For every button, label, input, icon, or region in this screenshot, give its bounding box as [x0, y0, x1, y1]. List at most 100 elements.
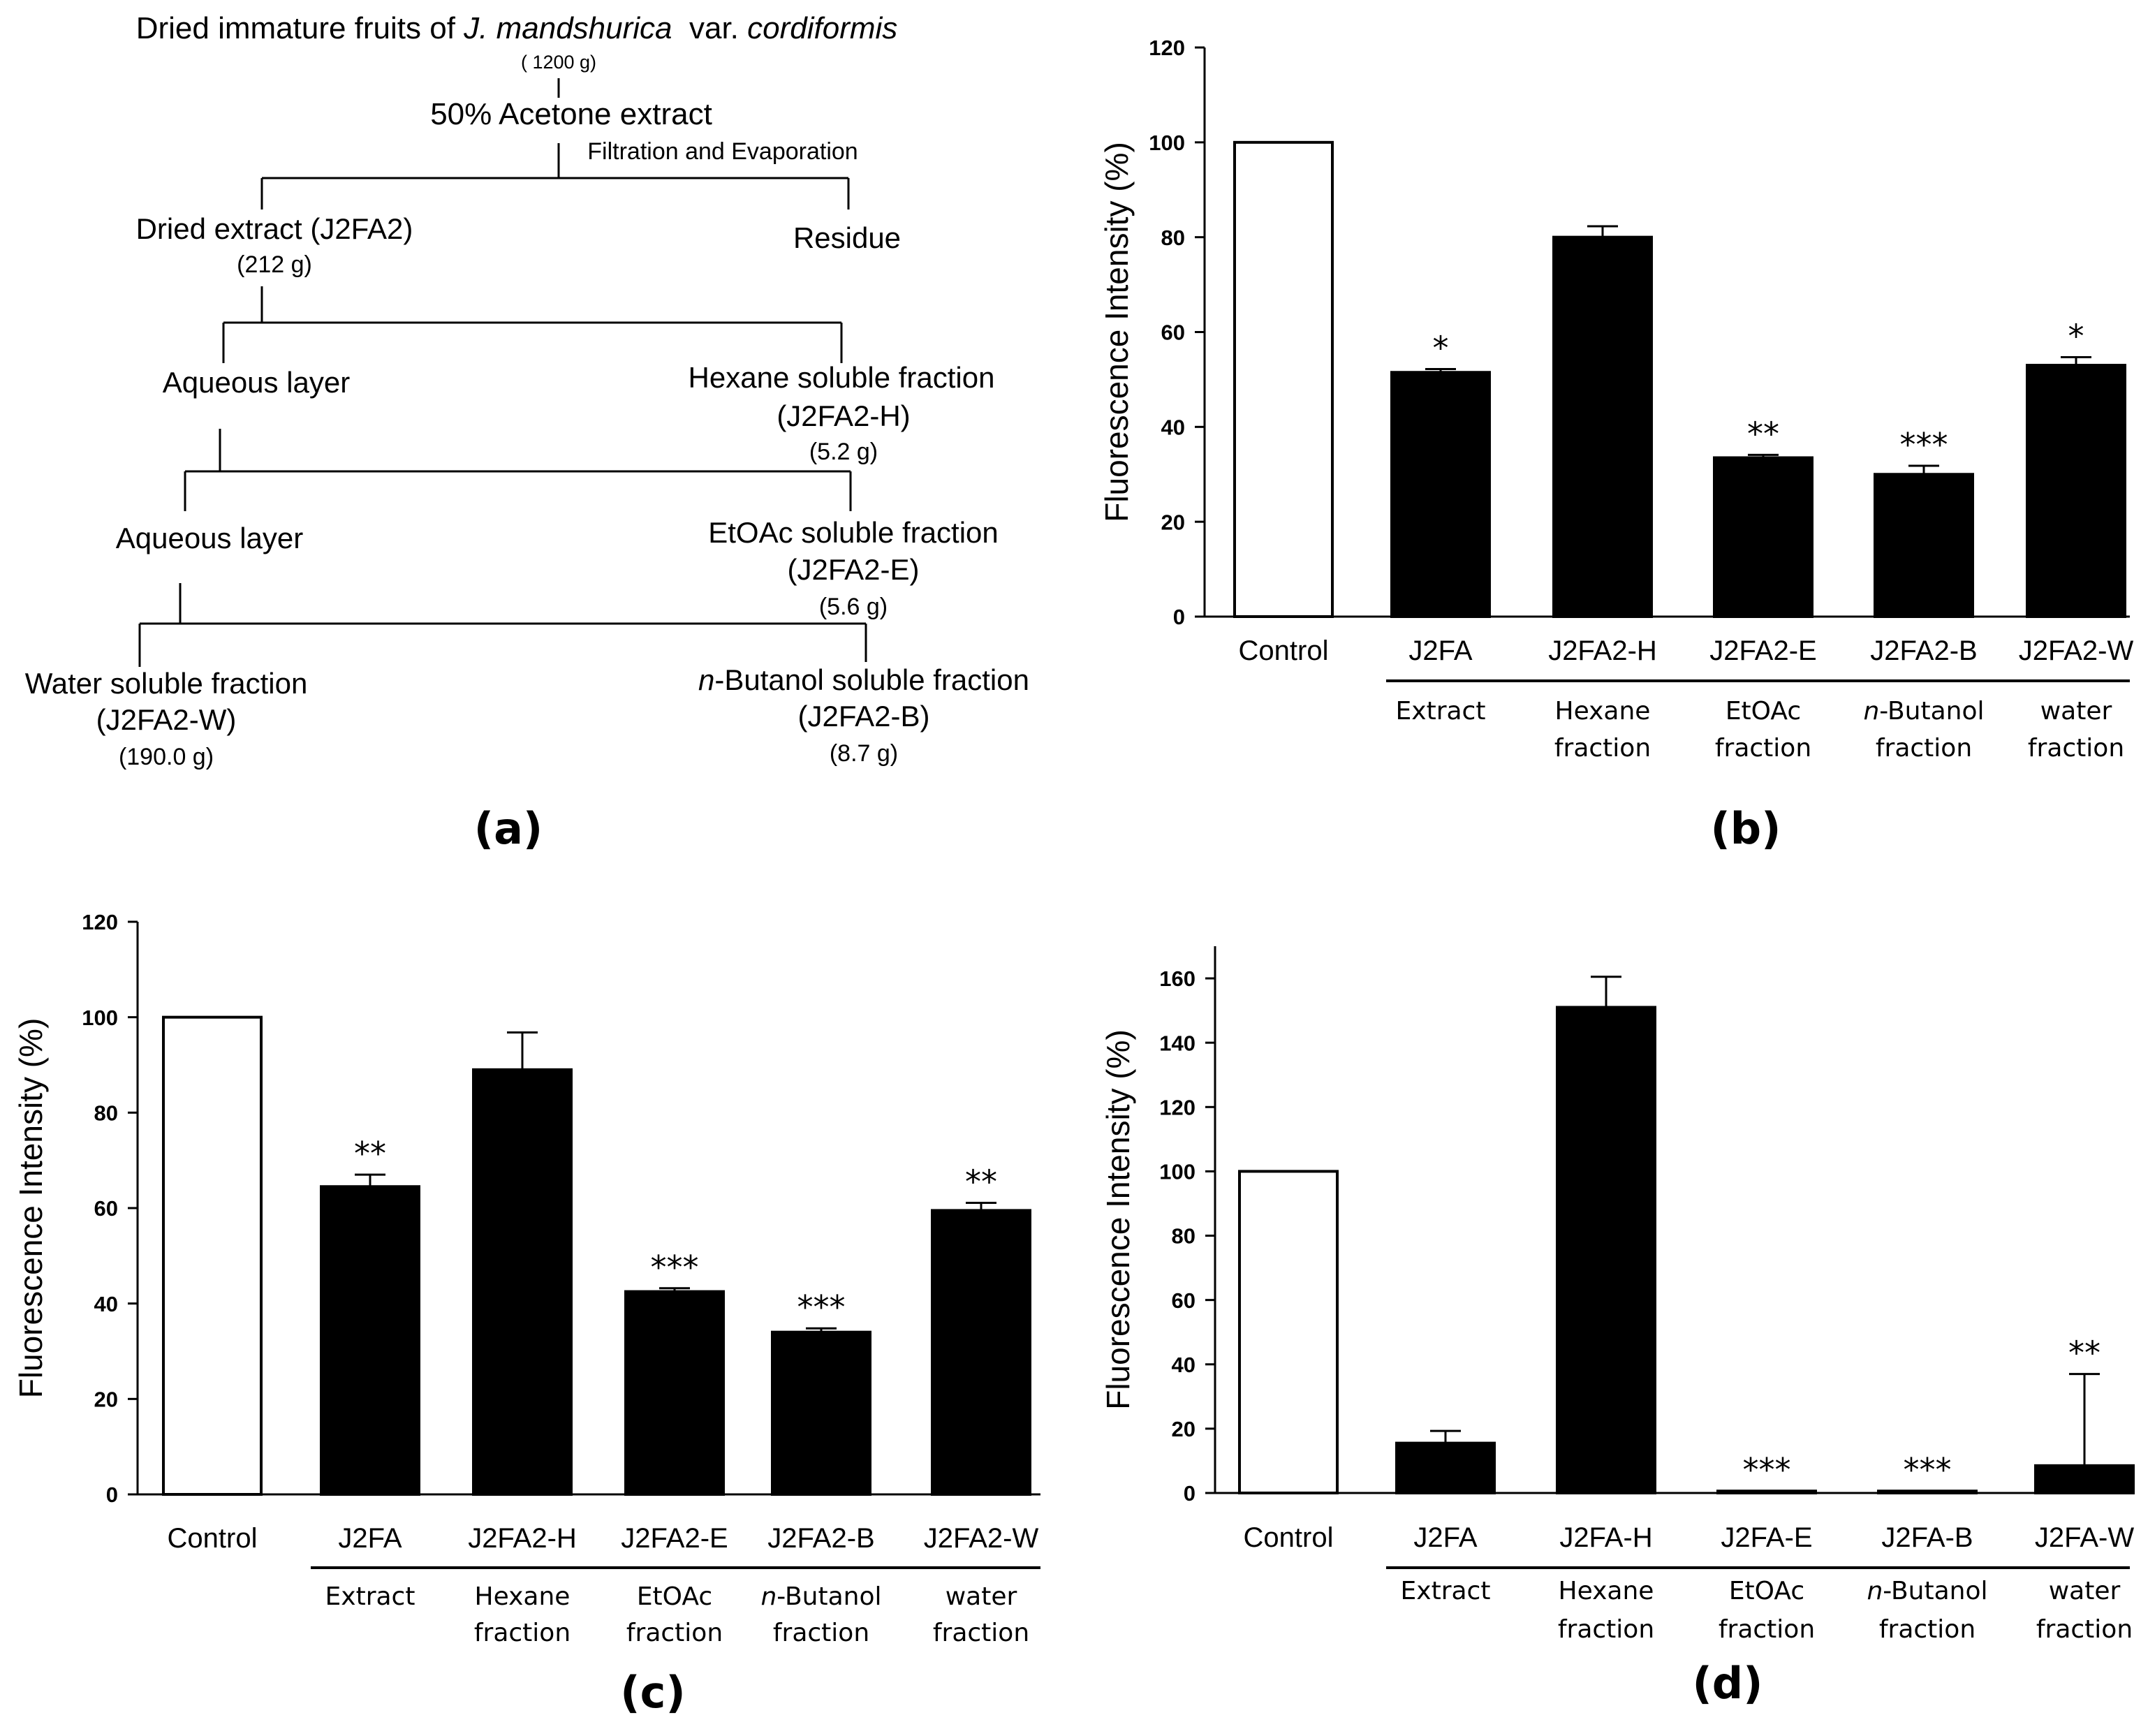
- significance-marker: **: [1747, 415, 1779, 453]
- flow-start-mass: ( 1200 g): [521, 52, 596, 73]
- bar-j2fa: [320, 1185, 420, 1496]
- x-sub-label: fraction: [1879, 1615, 1976, 1644]
- flow-residue: Residue: [793, 221, 901, 254]
- flow-etoac-fraction: EtOAc soluble fraction: [708, 516, 999, 549]
- x-category-label: J2FA-W: [2035, 1522, 2134, 1553]
- bar-j2fa-e: [1716, 1489, 1817, 1495]
- flow-butanol-fraction: n-Butanol soluble fraction: [698, 663, 1029, 696]
- x-sub-label: Extract: [325, 1582, 415, 1611]
- bar-j2fa2-w: [931, 1209, 1031, 1496]
- bar-control: [162, 1015, 263, 1496]
- x-sub-label: EtOAc: [1726, 697, 1801, 726]
- x-sub-label: fraction: [1715, 734, 1811, 763]
- significance-marker: **: [354, 1135, 386, 1172]
- significance-marker: ***: [797, 1288, 846, 1326]
- x-category-label: J2FA2-E: [621, 1523, 728, 1554]
- chart-panel-c: 0 20 40 60 80 100 120 Fluorescence Intensity (%…: [13, 910, 1040, 1647]
- x-sub-label: fraction: [2028, 734, 2124, 763]
- bar-j2fa2-w: [2026, 364, 2126, 619]
- x-sub-label: fraction: [1876, 734, 1972, 763]
- x-sub-label: water: [946, 1582, 1017, 1611]
- y-tick-label: 100: [1159, 1160, 1195, 1184]
- extraction-flowchart: Dried immature fruits of J. mandshurica …: [25, 11, 1029, 770]
- x-sub-label: fraction: [2036, 1615, 2133, 1644]
- y-tick-label: 80: [1172, 1224, 1195, 1249]
- x-sub-label: Hexane: [1559, 1577, 1654, 1605]
- flowchart-connectors: [138, 78, 867, 667]
- bar-j2fa-b: [1877, 1489, 1978, 1495]
- y-axis-label: Fluorescence Intensity (%): [1098, 142, 1135, 522]
- x-sub-label: EtOAc: [637, 1582, 712, 1611]
- x-category-label: J2FA: [338, 1523, 402, 1554]
- x-category-label: J2FA: [1408, 635, 1472, 666]
- x-sub-label: n-Butanol: [1867, 1577, 1987, 1605]
- x-category-label: Control: [1239, 635, 1329, 666]
- x-sub-label: Hexane: [1555, 697, 1651, 726]
- bar-j2fa2-e: [624, 1290, 725, 1496]
- significance-marker: *: [1433, 329, 1449, 367]
- y-tick-label: 0: [1173, 605, 1185, 629]
- flow-title: Dried immature fruits of J. mandshurica …: [136, 11, 898, 45]
- y-tick-label: 80: [1161, 226, 1185, 250]
- x-sub-label: Extract: [1401, 1577, 1491, 1605]
- flow-dried-extract: Dried extract (J2FA2): [136, 212, 413, 245]
- significance-marker: **: [2068, 1334, 2100, 1372]
- y-axis-label: Fluorescence Intensity (%): [1100, 1029, 1136, 1410]
- flow-acetone-extract: 50% Acetone extract: [430, 97, 712, 131]
- y-tick-label: 20: [94, 1387, 118, 1411]
- panel-label-d: (d): [1692, 1658, 1763, 1709]
- y-tick-label: 160: [1159, 966, 1195, 991]
- x-sub-label: fraction: [1554, 734, 1651, 763]
- x-category-label: J2FA2-B: [1870, 635, 1977, 666]
- x-category-label: J2FA2-H: [468, 1523, 577, 1554]
- significance-marker: ***: [1900, 426, 1948, 464]
- flow-hexane-fraction: Hexane soluble fraction: [689, 361, 995, 394]
- x-category-label: J2FA-H: [1559, 1522, 1652, 1553]
- x-category-label: Control: [168, 1523, 258, 1554]
- y-tick-label: 120: [1149, 36, 1185, 60]
- x-sub-label: fraction: [773, 1619, 869, 1647]
- bar-j2fa-w: [2034, 1464, 2135, 1495]
- x-sub-label: fraction: [626, 1619, 723, 1647]
- flow-water-mass: (190.0 g): [119, 744, 214, 770]
- flow-etoac-mass: (5.6 g): [819, 594, 888, 620]
- bar-control: [1233, 140, 1334, 619]
- flow-dried-mass: (212 g): [237, 251, 312, 278]
- y-tick-label: 0: [106, 1483, 118, 1507]
- chart-panel-b: 0 20 40 60 80 100 120 Fluorescence Intensity (%…: [1098, 36, 2133, 763]
- x-sub-label: n-Butanol: [1863, 697, 1984, 726]
- x-category-label: Control: [1244, 1522, 1334, 1553]
- panel-label-b: (b): [1710, 803, 1781, 854]
- flow-aqueous-layer-1: Aqueous layer: [163, 366, 351, 399]
- bar-control: [1238, 1170, 1339, 1494]
- y-tick-label: 40: [1172, 1353, 1195, 1377]
- x-category-label: J2FA2-B: [767, 1523, 874, 1554]
- significance-marker: *: [2068, 317, 2084, 355]
- y-tick-label: 120: [1159, 1095, 1195, 1119]
- panel-label-c: (c): [620, 1667, 685, 1718]
- flow-butanol-code: (J2FA2-B): [797, 700, 929, 733]
- y-tick-label: 40: [94, 1292, 118, 1316]
- bar-j2fa: [1395, 1441, 1496, 1495]
- y-axis-label: Fluorescence Intensity (%): [13, 1018, 49, 1399]
- bar-j2fa2-h: [1552, 235, 1653, 618]
- flow-water-fraction: Water soluble fraction: [25, 667, 308, 700]
- x-category-label: J2FA2-W: [2019, 635, 2134, 666]
- significance-marker: ***: [1743, 1451, 1791, 1489]
- flow-water-code: (J2FA2-W): [96, 703, 237, 736]
- x-sub-label: fraction: [474, 1619, 571, 1647]
- y-tick-label: 140: [1159, 1031, 1195, 1055]
- x-sub-label: fraction: [1719, 1615, 1815, 1644]
- y-tick-label: 100: [82, 1006, 118, 1030]
- significance-marker: ***: [1904, 1451, 1952, 1489]
- x-sub-label: water: [2040, 697, 2112, 726]
- bar-j2fa2-b: [771, 1330, 871, 1496]
- y-tick-label: 20: [1161, 510, 1185, 534]
- significance-marker: **: [965, 1163, 997, 1200]
- flow-hexane-code: (J2FA2-H): [777, 399, 910, 432]
- y-tick-label: 20: [1172, 1417, 1195, 1441]
- significance-marker: ***: [651, 1249, 699, 1286]
- flow-process-step: Filtration and Evaporation: [587, 138, 858, 165]
- x-category-label: J2FA2-H: [1548, 635, 1657, 666]
